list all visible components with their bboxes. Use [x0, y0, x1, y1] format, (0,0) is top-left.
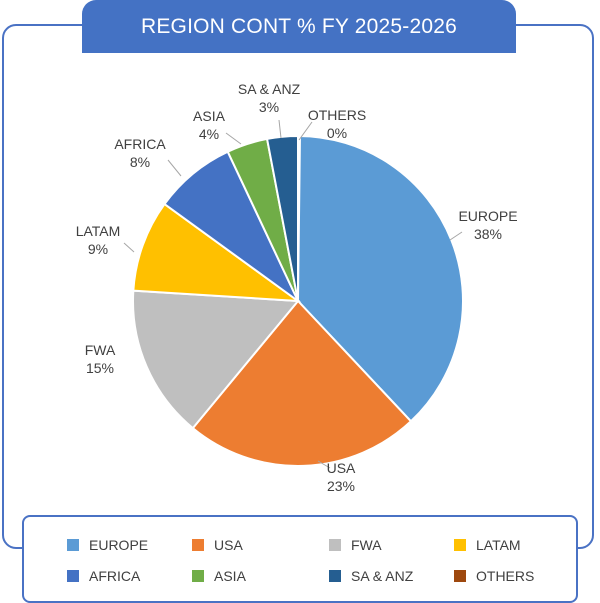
slice-label-category: EUROPE — [458, 208, 517, 224]
slice-labels: EUROPE 38% USA 23% FWA 15% LATAM 9% AFRICA 8% ASIA… — [76, 81, 518, 494]
legend-item: AFRICA — [67, 567, 140, 585]
leader-line — [317, 460, 331, 469]
legend-swatch — [67, 539, 79, 551]
pie-slices — [132, 134, 464, 467]
legend-item: EUROPE — [67, 536, 148, 554]
slice-label-category: ASIA — [193, 108, 226, 124]
slice-label-category: OTHERS — [308, 107, 366, 123]
leader-line — [278, 119, 282, 139]
leader-line — [167, 159, 182, 177]
leader-lines — [123, 119, 463, 469]
leader-line — [123, 242, 135, 253]
legend-item: FWA — [329, 536, 382, 554]
legend-swatch — [454, 539, 466, 551]
slice-label-value: 4% — [199, 126, 219, 142]
slice-label-category: USA — [327, 460, 356, 476]
legend-swatch — [192, 570, 204, 582]
slice-label-value: 23% — [327, 478, 355, 494]
slice-label-category: FWA — [85, 342, 116, 358]
leader-line — [449, 231, 463, 241]
legend-label: OTHERS — [476, 568, 535, 584]
legend-item: ASIA — [192, 567, 246, 585]
pie-slice-fwa — [132, 289, 301, 430]
legend-item: USA — [192, 536, 243, 554]
legend-swatch — [454, 570, 466, 582]
slice-label-value: 9% — [88, 241, 108, 257]
legend-swatch — [329, 570, 341, 582]
chart-title: REGION CONT % FY 2025-2026 — [140, 15, 458, 38]
leader-line — [225, 132, 242, 145]
slice-label-value: 3% — [259, 99, 279, 115]
legend-label: ASIA — [214, 568, 246, 584]
legend-label: SA & ANZ — [351, 568, 414, 584]
pie-slice-usa — [191, 299, 413, 467]
legend-item: SA & ANZ — [329, 567, 413, 585]
legend-swatch — [67, 570, 79, 582]
legend-swatch — [329, 539, 341, 551]
legend-label: LATAM — [476, 537, 521, 553]
pie-chart: EUROPE 38% USA 23% FWA 15% LATAM 9% AFRICA 8% ASIA… — [76, 81, 518, 494]
legend-label: FWA — [351, 537, 382, 553]
slice-label-value: 15% — [86, 360, 114, 376]
legend: EUROPE USA FWA LATAM AFRICA ASIA SA & ANZ OTHER… — [22, 515, 578, 603]
slice-label-category: AFRICA — [114, 136, 166, 152]
pie-slice-europe — [297, 134, 464, 423]
legend-label: EUROPE — [89, 537, 149, 553]
pie-slice-others — [297, 134, 301, 302]
slice-label-value: 38% — [474, 226, 502, 242]
title-banner: REGION CONT % FY 2025-2026 — [82, 0, 516, 53]
slice-label-category: LATAM — [76, 223, 121, 239]
legend-label: AFRICA — [89, 568, 141, 584]
slice-label-value: 8% — [130, 154, 150, 170]
leader-line — [298, 121, 313, 141]
pie-slice-latam — [132, 202, 302, 303]
legend-swatch — [192, 539, 204, 551]
legend-label: USA — [214, 537, 243, 553]
legend-item: LATAM — [454, 536, 521, 554]
slice-label-value: 0% — [327, 125, 347, 141]
legend-item: OTHERS — [454, 567, 534, 585]
slice-label-category: SA & ANZ — [238, 81, 301, 97]
